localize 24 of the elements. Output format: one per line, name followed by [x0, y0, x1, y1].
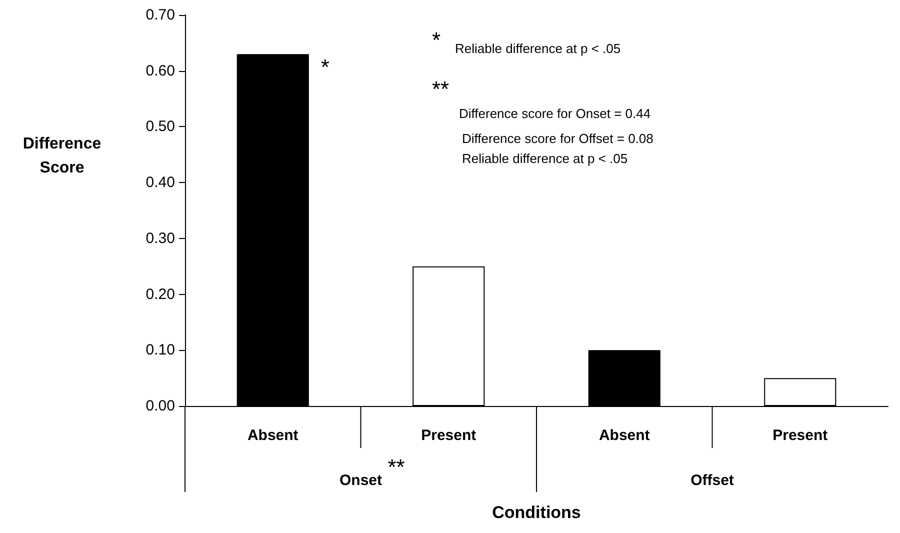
- text: **: [388, 454, 406, 480]
- y-axis-title: Difference Score: [22, 136, 102, 176]
- x-tick-label: Present: [421, 427, 476, 444]
- y-tick-label: 0.70: [146, 6, 175, 24]
- text: Offset: [690, 472, 734, 489]
- y-tick-label: 0.30: [146, 230, 175, 247]
- text: Onset: [339, 472, 382, 489]
- annotation: *: [432, 28, 441, 52]
- y-tick-label: 0.60: [146, 62, 175, 80]
- y-tick-label: 0.20: [146, 286, 175, 303]
- annotation: Reliable difference at p < .05: [462, 151, 628, 166]
- y-tick-label: 0.40: [146, 174, 175, 192]
- x-tick-label: Present: [772, 427, 828, 444]
- y-tick-label: 0.00: [146, 398, 175, 414]
- x-tick-label: Absent: [247, 427, 298, 444]
- y-tick-label: 0.50: [146, 118, 175, 136]
- annotation: **: [432, 76, 450, 102]
- annotation: Reliable difference at p < .05: [455, 41, 621, 56]
- annotation: *: [320, 54, 330, 80]
- x-tick-label: Absent: [598, 427, 650, 444]
- y-tick-label: 0.10: [146, 342, 175, 359]
- annotation: Difference score for Offset = 0.08: [462, 131, 654, 146]
- annotation: Difference score for Onset = 0.44: [459, 106, 651, 121]
- x-axis-title: Conditions: [492, 503, 581, 522]
